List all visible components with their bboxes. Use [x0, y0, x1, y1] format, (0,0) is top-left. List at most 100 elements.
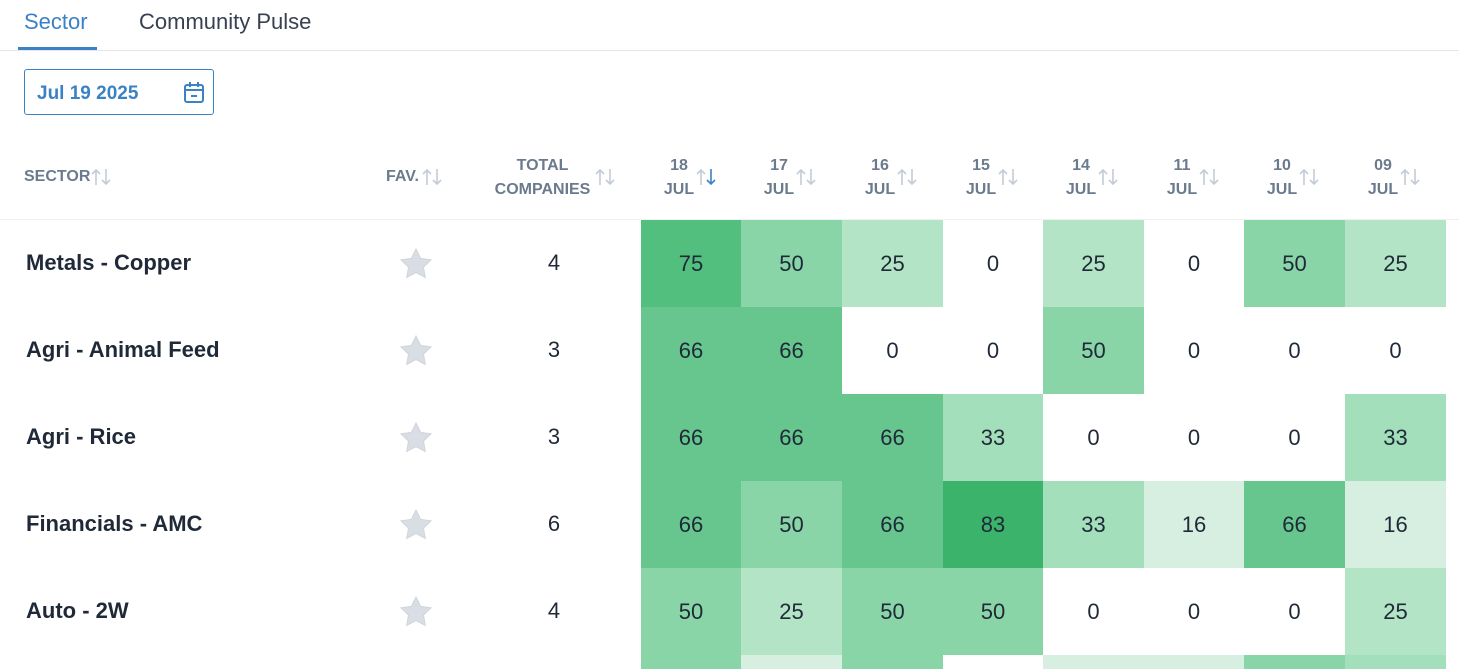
star-icon[interactable] [399, 247, 433, 279]
column-header-sector[interactable]: SECTOR [24, 140, 124, 219]
heatmap-cell[interactable]: 33 [943, 394, 1043, 481]
star-icon[interactable] [399, 421, 433, 453]
heatmap-cell[interactable]: 66 [641, 307, 741, 394]
table-row[interactable]: 501650016165033 [0, 655, 1459, 669]
heatmap-cell[interactable]: 16 [1043, 655, 1144, 669]
column-header-date[interactable]: 15 JUL [943, 140, 1043, 219]
date-picker[interactable]: Jul 19 2025 [24, 69, 214, 115]
column-header-date[interactable]: 10 JUL [1244, 140, 1345, 219]
total-companies-value: 4 [547, 250, 561, 275]
heatmap-cell[interactable]: 33 [1043, 481, 1144, 568]
column-header-month: JUL [663, 181, 695, 198]
heatmap-cell[interactable]: 50 [741, 481, 842, 568]
heatmap-cell[interactable]: 0 [1144, 307, 1244, 394]
total-companies-value: 4 [547, 598, 561, 623]
heatmap-cell[interactable]: 0 [1144, 394, 1244, 481]
column-header-fav[interactable]: FAV. [386, 140, 456, 219]
heatmap-cell[interactable]: 0 [1144, 568, 1244, 655]
column-header-date[interactable]: 18 JUL [641, 140, 741, 219]
column-header-day: 16 [871, 157, 889, 174]
heatmap-cell[interactable]: 25 [1345, 568, 1446, 655]
heatmap-cell[interactable]: 25 [1043, 220, 1144, 307]
tab-bar: Sector Community Pulse [0, 0, 1459, 51]
heatmap-cell[interactable]: 50 [842, 568, 943, 655]
heatmap-cell[interactable]: 0 [1244, 568, 1345, 655]
heatmap-cell[interactable]: 33 [1345, 394, 1446, 481]
star-icon[interactable] [399, 508, 433, 540]
heatmap-cell[interactable]: 66 [741, 307, 842, 394]
table-row[interactable]: Agri - Animal Feed 3 66 66 0 0 50 0 0 0 [0, 307, 1459, 394]
heatmap-cell[interactable]: 75 [641, 220, 741, 307]
column-header-date[interactable]: 09 JUL [1345, 140, 1446, 219]
heatmap-cell[interactable]: 25 [741, 568, 842, 655]
total-companies-value: 3 [547, 424, 561, 449]
heatmap-cell[interactable]: 16 [1144, 481, 1244, 568]
table-row[interactable]: Metals - Copper 4 75 50 25 0 25 0 50 25 [0, 220, 1459, 307]
column-header-total-companies[interactable]: TOTAL COMPANIES [490, 140, 620, 219]
column-header-month: JUL [1367, 181, 1399, 198]
heatmap-cell[interactable]: 0 [1345, 307, 1446, 394]
sort-icon [595, 168, 615, 186]
heatmap-cell[interactable]: 50 [943, 568, 1043, 655]
column-header-date[interactable]: 16 JUL [842, 140, 943, 219]
sector-name[interactable]: Financials - AMC [26, 511, 203, 536]
heatmap-cell[interactable]: 0 [1043, 394, 1144, 481]
heatmap-cell[interactable]: 0 [1043, 568, 1144, 655]
table-row[interactable]: Financials - AMC 6 66 50 66 83 33 16 66 16 [0, 481, 1459, 568]
table-header: SECTOR FAV. TOTAL COMPANIES 18 JUL 17 JUL 16… [0, 140, 1459, 220]
column-header-total-line2: COMPANIES [494, 181, 591, 198]
heatmap-cell[interactable]: 0 [1244, 394, 1345, 481]
heatmap-cell[interactable]: 0 [1144, 220, 1244, 307]
heatmap-cell[interactable]: 33 [1345, 655, 1446, 669]
total-companies-value: 6 [547, 511, 561, 536]
heatmap-cell[interactable]: 66 [641, 394, 741, 481]
heatmap-cell[interactable]: 66 [842, 481, 943, 568]
heatmap-cell[interactable]: 83 [943, 481, 1043, 568]
heatmap-cell[interactable]: 50 [741, 220, 842, 307]
heatmap-cell[interactable]: 50 [1244, 220, 1345, 307]
heatmap-cell[interactable]: 0 [943, 655, 1043, 669]
star-icon[interactable] [399, 595, 433, 627]
sort-icon [1098, 168, 1118, 186]
table-row[interactable]: Auto - 2W 4 50 25 50 50 0 0 0 25 [0, 568, 1459, 655]
heatmap-cell[interactable]: 0 [1244, 307, 1345, 394]
tab-sector[interactable]: Sector [24, 9, 88, 34]
tab-community-pulse[interactable]: Community Pulse [139, 9, 312, 34]
heatmap-cell[interactable]: 0 [943, 220, 1043, 307]
column-header-month: JUL [1266, 181, 1298, 198]
column-header-date[interactable]: 11 JUL [1144, 140, 1244, 219]
heatmap-cell[interactable]: 50 [641, 568, 741, 655]
heatmap-cell[interactable]: 50 [1043, 307, 1144, 394]
calendar-icon [184, 82, 204, 103]
heatmap-cell[interactable]: 66 [741, 394, 842, 481]
heatmap-cell[interactable]: 16 [741, 655, 842, 669]
heatmap-cell[interactable]: 0 [842, 307, 943, 394]
sector-name[interactable]: Agri - Animal Feed [26, 337, 220, 362]
sector-name[interactable]: Auto - 2W [26, 598, 129, 623]
heatmap-cell[interactable]: 0 [943, 307, 1043, 394]
heatmap-cell[interactable]: 50 [641, 655, 741, 669]
heatmap-cell[interactable]: 25 [842, 220, 943, 307]
star-icon[interactable] [399, 334, 433, 366]
heatmap-cell[interactable]: 50 [1244, 655, 1345, 669]
sort-icon [696, 168, 716, 186]
heatmap-cell[interactable]: 16 [1345, 481, 1446, 568]
sort-icon [897, 168, 917, 186]
heatmap-cell[interactable]: 66 [842, 394, 943, 481]
sort-icon [1400, 168, 1420, 186]
table-row[interactable]: Agri - Rice 3 66 66 66 33 0 0 0 33 [0, 394, 1459, 481]
column-header-fav-label: FAV. [386, 168, 419, 185]
sort-icon [998, 168, 1018, 186]
heatmap-cell[interactable]: 25 [1345, 220, 1446, 307]
column-header-day: 18 [670, 157, 688, 174]
sector-name[interactable]: Metals - Copper [26, 250, 192, 275]
heatmap-cell[interactable]: 66 [641, 481, 741, 568]
heatmap-cell[interactable]: 16 [1144, 655, 1244, 669]
heatmap-cell[interactable]: 66 [1244, 481, 1345, 568]
column-header-day: 17 [770, 157, 788, 174]
column-header-date[interactable]: 14 JUL [1043, 140, 1144, 219]
column-header-date[interactable]: 17 JUL [741, 140, 842, 219]
sector-name[interactable]: Agri - Rice [26, 424, 137, 449]
sort-icon [1299, 168, 1319, 186]
heatmap-cell[interactable]: 50 [842, 655, 943, 669]
